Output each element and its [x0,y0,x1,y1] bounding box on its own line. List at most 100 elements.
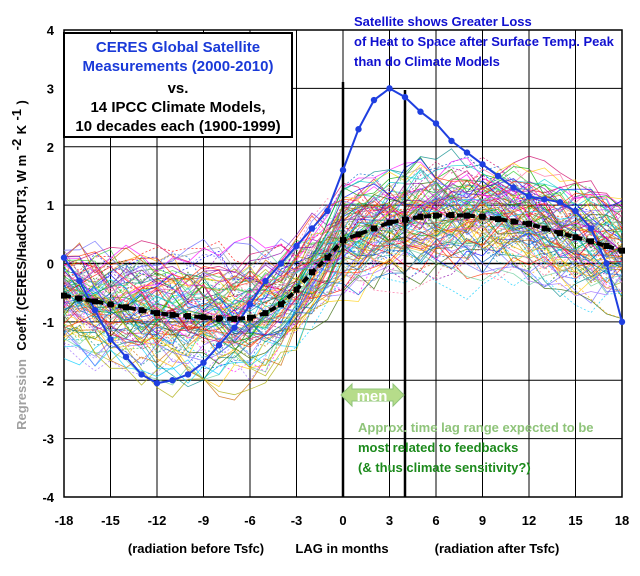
legend-box: CERES Global Satellite Measurements (200… [63,32,293,138]
model-mean-point-7 [169,311,176,318]
satellite-point-32 [556,199,564,206]
model-mean-point-36 [619,247,625,254]
series-layer [60,85,626,387]
model-mean-point-26 [464,212,470,219]
lag-range-arrow: men [340,382,405,408]
y-tick-2: -2 [42,373,54,388]
satellite-point-33 [572,207,579,215]
model-mean-point-5 [138,307,145,314]
model-mean-point-12 [247,314,253,321]
x-tick-8: 6 [432,513,439,528]
model-mean-point-1 [76,295,83,302]
y-axis-label-mid: K [14,124,29,134]
model-line-15 [63,156,623,350]
annotation-top-line-1: Satellite shows Greater Loss [354,14,532,29]
legend-line-3: vs. [168,80,189,97]
annotation-top: Satellite shows Greater Loss of Heat to … [354,14,615,69]
y-tick-1: -3 [42,432,54,447]
satellite-point-21 [386,85,393,92]
y-tick-5: 1 [47,198,54,213]
satellite-point-6 [153,379,161,387]
model-mean-point-23 [417,213,424,220]
satellite-point-19 [355,126,362,133]
x-tick-7: 3 [386,513,393,528]
satellite-point-22 [401,93,409,101]
y-axis-label-main: Coeff. (CERES/HadCRUT3, W m [14,155,29,351]
lag-range-lines [341,82,407,497]
satellite-point-34 [587,225,595,232]
model-mean-point-22 [402,216,408,223]
model-mean-point-19 [355,231,362,238]
satellite-point-4 [122,353,130,361]
satellite-point-1 [76,277,83,285]
satellite-point-31 [541,196,548,203]
x-tick-5: -3 [291,513,303,528]
model-mean-point-33 [572,234,579,241]
x-axis-label-right: (radiation after Tsfc) [435,541,560,556]
satellite-point-24 [432,120,440,127]
y-axis-label-prefix: Regression [14,359,29,430]
model-mean-point-9 [200,314,207,321]
model-mean-point-0 [61,292,67,299]
legend-line-1: CERES Global Satellite [96,39,260,56]
y-axis-label-sup2: -1 [9,109,24,121]
y-tick-3: -1 [42,315,54,330]
y-tick-labels: -4 -3 -2 -1 0 1 2 3 4 [42,23,54,505]
model-mean-point-13 [262,310,269,317]
satellite-point-35 [603,260,610,267]
satellite-point-2 [91,307,99,314]
double-arrow-icon [340,382,405,408]
model-line-69 [63,189,623,326]
model-mean-point-15 [293,286,300,293]
y-tick-4: 0 [47,257,54,272]
x-tick-0: -18 [55,513,74,528]
model-mean-point-35 [603,242,610,249]
x-tick-12: 18 [615,513,629,528]
model-line-0 [63,173,623,272]
model-mean-point-11 [231,315,238,322]
satellite-point-26 [463,149,471,156]
satellite-point-14 [277,260,285,267]
annotation-top-line-3: than do Climate Models [354,54,500,69]
x-axis-label-left: (radiation before Tsfc) [128,541,264,556]
satellite-point-3 [107,336,114,343]
arrow-label: men [357,388,388,405]
legend-box-frame [63,32,293,138]
model-mean-point-14 [278,301,284,308]
x-tick-9: 9 [479,513,486,528]
annotation-bottom: Approx. time lag range expected to be mo… [358,420,594,475]
model-mean-point-34 [588,238,594,245]
satellite-point-13 [262,277,269,285]
model-mean-point-10 [216,315,222,322]
x-tick-11: 15 [568,513,582,528]
x-tick-2: -12 [148,513,167,528]
x-tick-1: -15 [101,513,120,528]
satellite-point-25 [448,137,455,145]
model-line-51 [63,206,623,366]
annotation-bottom-line-1: Approx. time lag range expected to be [358,420,594,435]
satellite-point-11 [231,324,238,331]
x-tick-3: -9 [198,513,210,528]
satellite-point-29 [510,184,517,191]
model-mean-point-17 [324,254,331,261]
y-axis-label-end: ) [14,100,29,104]
model-mean-point-21 [386,219,393,226]
satellite-point-20 [370,96,378,104]
satellite-point-9 [200,359,207,366]
satellite-point-23 [417,108,424,115]
model-mean-point-3 [107,301,114,308]
model-mean-point-25 [448,212,455,219]
y-axis-label-sup1: -2 [9,139,24,151]
satellite-point-30 [525,193,533,200]
satellite-point-7 [169,377,176,384]
model-mean-point-6 [154,310,160,317]
x-axis-label: LAG in months [295,541,388,556]
x-tick-4: -6 [244,513,256,528]
satellite-point-8 [184,371,192,378]
satellite-point-5 [138,371,145,378]
y-tick-7: 3 [47,81,54,96]
model-line-99 [63,184,623,302]
satellite-point-12 [246,301,254,308]
model-mean-point-27 [479,213,486,220]
model-line-105 [63,186,623,340]
